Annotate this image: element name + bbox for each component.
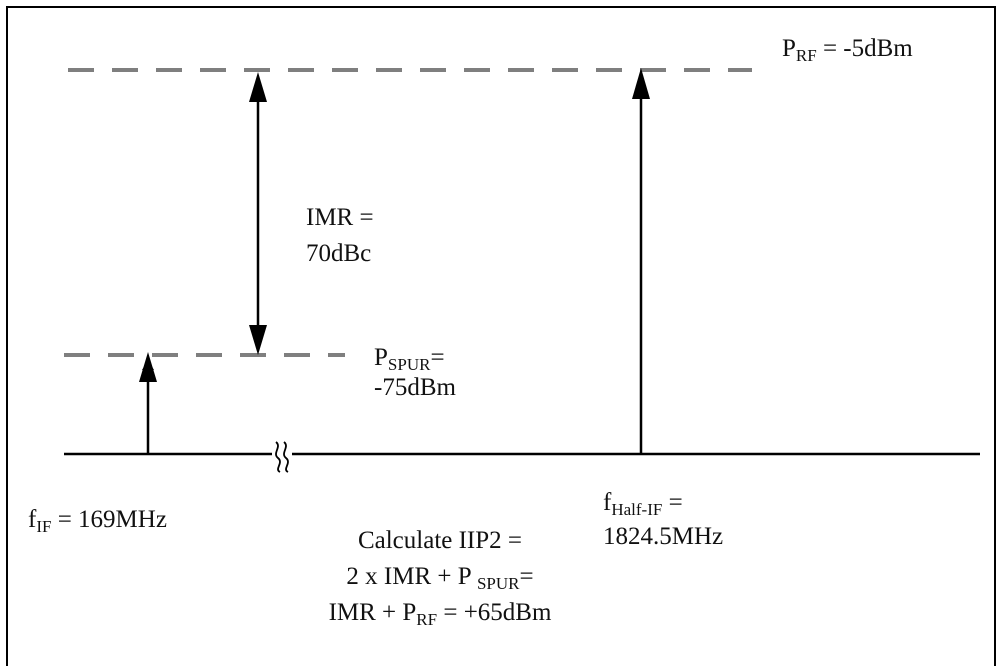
f-if-label: fIF = 169MHz	[28, 506, 167, 536]
f-half-if-value: 1824.5MHz	[603, 523, 724, 550]
if-arrowhead	[139, 352, 157, 382]
axis-break-mark	[275, 441, 281, 473]
iip2-calculation: Calculate IIP2 = 2 x IMR + P SPUR= IMR +…	[329, 528, 552, 636]
diagram-frame	[6, 6, 996, 666]
imr-arrowhead-top	[249, 72, 267, 102]
p-spur-label: PSPUR= -75dBm	[374, 345, 456, 411]
imr-arrowhead-bottom	[249, 325, 267, 355]
calc-line3: IMR + PRF = +65dBm	[328, 599, 552, 629]
imr-label: IMR = 70dBc	[306, 205, 374, 277]
axis-break-gap	[272, 440, 292, 468]
axis-break-mark-2	[283, 441, 289, 473]
calc-line1: Calculate IIP2 =	[357, 527, 523, 554]
half-if-arrowhead	[632, 68, 650, 99]
p-spur-value: -75dBm	[374, 374, 456, 401]
imr-label-line1: IMR =	[306, 204, 374, 231]
calc-line2: 2 x IMR + P SPUR=	[346, 563, 534, 593]
imr-label-line2: 70dBc	[306, 240, 372, 267]
p-rf-label: PRF = -5dBm	[782, 35, 913, 65]
f-half-if-label: fHalf-IF = 1824.5MHz	[603, 490, 723, 560]
